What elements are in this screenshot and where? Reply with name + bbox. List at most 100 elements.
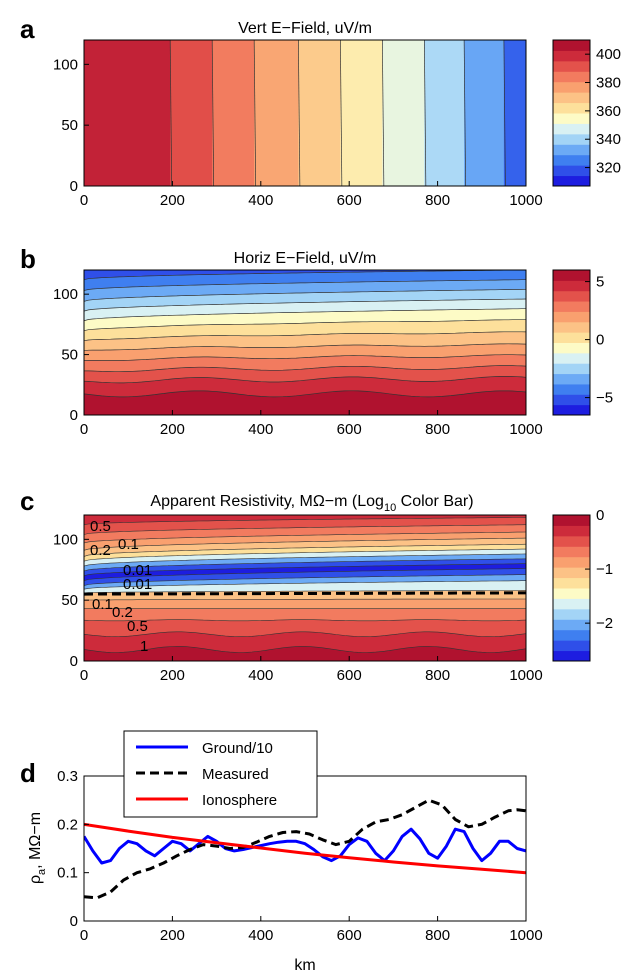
contour-label: 0.1 [118,536,139,553]
colorbar-step [553,342,590,354]
contour-line [84,343,526,352]
x-tick-label: 1000 [509,192,542,209]
x-tick-label: 1000 [509,667,542,684]
contour-line [84,270,526,281]
x-tick-label: 0 [80,667,88,684]
panel-d-y-ticks: 0 0.1 0.2 0.3 [57,768,89,930]
colorbar-step [553,154,590,166]
contour-line [84,590,526,594]
colorbar-step [553,525,590,537]
panel-b-axes-frame [83,269,527,416]
x-tick-label: 800 [425,421,450,438]
panel-c-y-ticks: 0 50 100 [53,531,89,670]
contour-line [84,574,526,586]
contour-line [84,524,526,535]
colorbar-step [553,81,590,93]
x-tick-label: 200 [160,667,185,684]
contour-label: 0.2 [90,542,111,559]
colorbar-tick-label: −5 [596,390,613,407]
y-tick-label: 0 [70,407,78,424]
panel-c-colorbar: 0 −1 −2 [552,507,613,662]
colorbar-step [553,321,590,333]
colorbar-step [553,515,590,526]
x-tick-label: 200 [160,421,185,438]
colorbar-step [553,165,590,177]
panel-letter-a: a [20,14,35,44]
vert-field-band [254,40,299,186]
colorbar-tick-label: 320 [596,160,621,177]
x-tick-label: 400 [248,667,273,684]
colorbar-step [553,270,590,281]
colorbar-step [553,588,590,599]
contour-label: 0.5 [90,518,111,535]
contour-line [84,580,526,590]
y-tick-label: 0.2 [57,816,78,833]
contour-label: 0.1 [92,596,113,613]
panel-b: b Horiz E−Field, uV/m 0 200 400 600 800 1000 … [20,244,613,438]
colorbar-tick-label: 400 [596,46,621,63]
colorbar-step [553,332,590,343]
x-tick-label: 0 [80,421,88,438]
x-tick-label: 600 [337,927,362,944]
panel-a-title: Vert E−Field, uV/m [238,20,372,37]
panel-a-contour-field [84,40,526,186]
contour-line [84,563,526,577]
colorbar-step [553,290,590,302]
vert-field-band [382,40,425,186]
contour-line [84,319,526,332]
contour-line [84,631,526,638]
vert-field-band [84,40,171,186]
panel-letter-b: b [20,244,36,274]
x-tick-label: 0 [80,927,88,944]
contour-line [84,354,526,361]
vert-field-band [424,40,465,186]
panel-d-x-ticks: 0 200 400 600 800 1000 [80,916,543,944]
colorbar-step [553,556,590,568]
vert-field-band [503,40,526,186]
colorbar-tick-label: 380 [596,75,621,92]
contour-line [84,531,526,544]
panel-b-colorbar: 5 0 −5 [552,269,613,416]
contour-line [84,365,526,373]
colorbar-step [553,577,590,589]
colorbar-frame [552,269,591,416]
colorbar-step [553,71,590,83]
x-tick-label: 1000 [509,421,542,438]
x-tick-label: 400 [248,421,273,438]
panel-c: c Apparent Resistivity, MΩ−m (Log10 Colo… [20,486,613,684]
colorbar-step [553,535,590,547]
panel-a: a Vert E−Field, uV/m 0 200 400 600 800 1000 0… [20,14,621,209]
contour-line [84,376,526,384]
x-tick-label: 800 [425,927,450,944]
panel-b-x-ticks: 0 200 400 600 800 1000 [80,410,543,438]
colorbar-step [553,92,590,104]
x-tick-label: 400 [248,192,273,209]
vert-field-band [212,40,255,186]
colorbar-step [553,144,590,156]
colorbar-tick-label: 0 [596,507,604,524]
contour-line [382,40,385,186]
vert-field-band [170,40,213,186]
colorbar-step [553,133,590,145]
contour-line [84,308,526,322]
panel-c-contour-field [84,515,526,661]
colorbar-tick-label: 5 [596,274,604,291]
y-tick-label: 0 [70,178,78,195]
contour-label: 0.01 [123,576,152,593]
legend-label-ground: Ground/10 [202,740,273,757]
contour-line [340,40,343,186]
contour-line [84,598,526,601]
colorbar-step [553,650,590,662]
vert-field-band [464,40,505,186]
colorbar-step [553,352,590,364]
panel-d-legend: Ground/10 Measured Ionosphere [123,730,318,818]
x-tick-label: 200 [160,927,185,944]
colorbar-step [553,280,590,292]
panel-b-title: Horiz E−Field, uV/m [234,250,377,267]
y-tick-label: 0.3 [57,768,78,785]
colorbar-step [553,608,590,620]
panel-b-contour-field [84,270,526,415]
panel-a-axes-frame [83,39,527,187]
panel-d-y-axis-label: ρa, MΩ−m [27,812,48,884]
